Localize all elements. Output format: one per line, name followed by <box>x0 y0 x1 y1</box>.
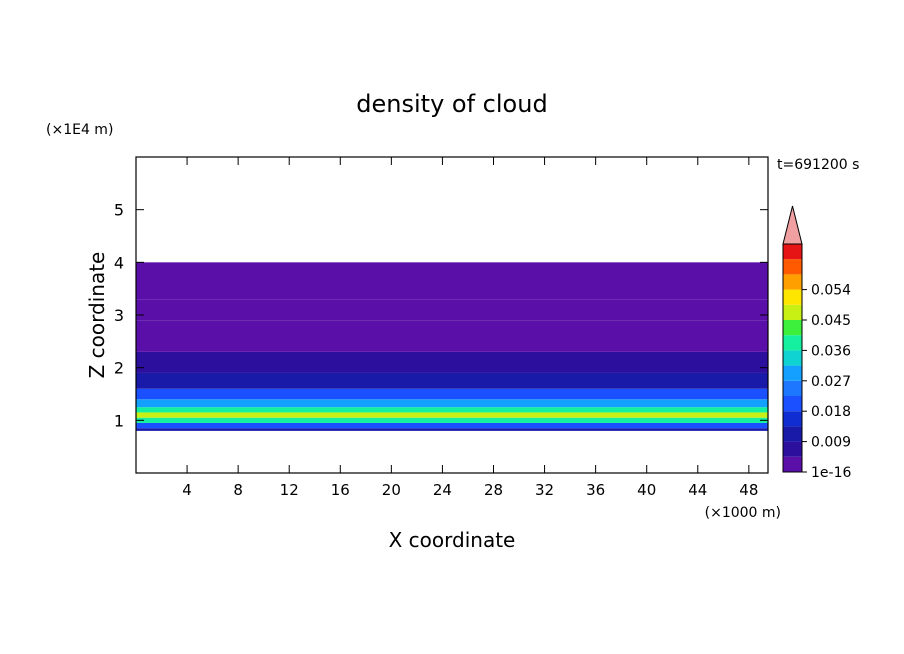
density-layer-3 <box>136 412 768 418</box>
x-tick-label: 40 <box>637 481 656 499</box>
density-layer-4 <box>136 407 768 413</box>
y-tick-label: 1 <box>114 411 124 430</box>
density-layer-8 <box>136 351 768 373</box>
density-layer-6 <box>136 388 768 400</box>
y-tick-label: 4 <box>114 253 124 272</box>
x-tick-label: 48 <box>739 481 758 499</box>
y-axis-ticks: 1 2 3 4 5 <box>114 201 768 430</box>
y-tick-label: 3 <box>114 306 124 325</box>
density-layer-2 <box>136 417 768 423</box>
colorbar-segment <box>783 350 802 366</box>
x-tick-label: 28 <box>484 481 503 499</box>
density-layer-1 <box>136 422 768 429</box>
x-tick-label: 32 <box>535 481 554 499</box>
colorbar-segment <box>783 426 802 442</box>
x-unit-label: (×1000 m) <box>705 505 781 521</box>
x-tick-label: 44 <box>688 481 707 499</box>
colorbar-segment <box>783 335 802 351</box>
colorbar-segment <box>783 365 802 381</box>
colorbar-segment <box>783 396 802 412</box>
colorbar-segment <box>783 259 802 275</box>
y-unit-label: (×1E4 m) <box>46 122 113 138</box>
colorbar-frame <box>782 243 803 473</box>
density-layer-11 <box>136 262 768 300</box>
colorbar-segment <box>783 441 802 457</box>
colorbar: 1e-16 0.009 0.018 0.027 0.036 0.045 0.054 <box>782 205 851 481</box>
y-axis-label: Z coordinate <box>85 252 109 379</box>
colorbar-segment <box>783 380 802 396</box>
x-axis-label: X coordinate <box>389 528 516 552</box>
colorbar-segment <box>783 320 802 336</box>
x-axis-ticks: 4 8 12 16 20 24 28 32 36 40 44 48 <box>182 157 758 499</box>
colorbar-tick-label: 0.009 <box>811 435 851 451</box>
x-tick-label: 12 <box>280 481 299 499</box>
colorbar-tick-label: 0.027 <box>811 374 851 390</box>
colorbar-segment <box>783 456 802 472</box>
colorbar-segment <box>783 304 802 320</box>
colorbar-tick-label: 0.036 <box>811 343 851 359</box>
x-tick-label: 20 <box>382 481 401 499</box>
density-layer-9 <box>136 320 768 352</box>
plot-frame <box>135 156 769 474</box>
time-label: t=691200 s <box>777 157 859 173</box>
y-tick-label: 2 <box>114 359 124 378</box>
y-tick-label: 5 <box>114 201 124 220</box>
colorbar-tick-label: 0.045 <box>811 313 851 329</box>
colorbar-tick-label: 1e-16 <box>811 465 851 481</box>
density-layer-0 <box>136 428 768 431</box>
density-layer-7 <box>136 372 768 389</box>
x-tick-label: 24 <box>433 481 452 499</box>
cloud-density-field <box>136 262 768 431</box>
colorbar-tick-label: 0.018 <box>811 404 851 420</box>
colorbar-segment <box>783 244 802 260</box>
x-tick-label: 8 <box>233 481 243 499</box>
colorbar-tick-label: 0.054 <box>811 283 851 299</box>
colorbar-segment <box>783 411 802 427</box>
chart-title: density of cloud <box>356 90 547 118</box>
density-layer-10 <box>136 299 768 321</box>
x-tick-label: 4 <box>182 481 192 499</box>
colorbar-extend-arrow <box>782 205 803 245</box>
x-tick-label: 16 <box>331 481 350 499</box>
density-layer-5 <box>136 399 768 408</box>
x-tick-label: 36 <box>586 481 605 499</box>
colorbar-segment <box>783 289 802 305</box>
colorbar-segment <box>783 274 802 290</box>
